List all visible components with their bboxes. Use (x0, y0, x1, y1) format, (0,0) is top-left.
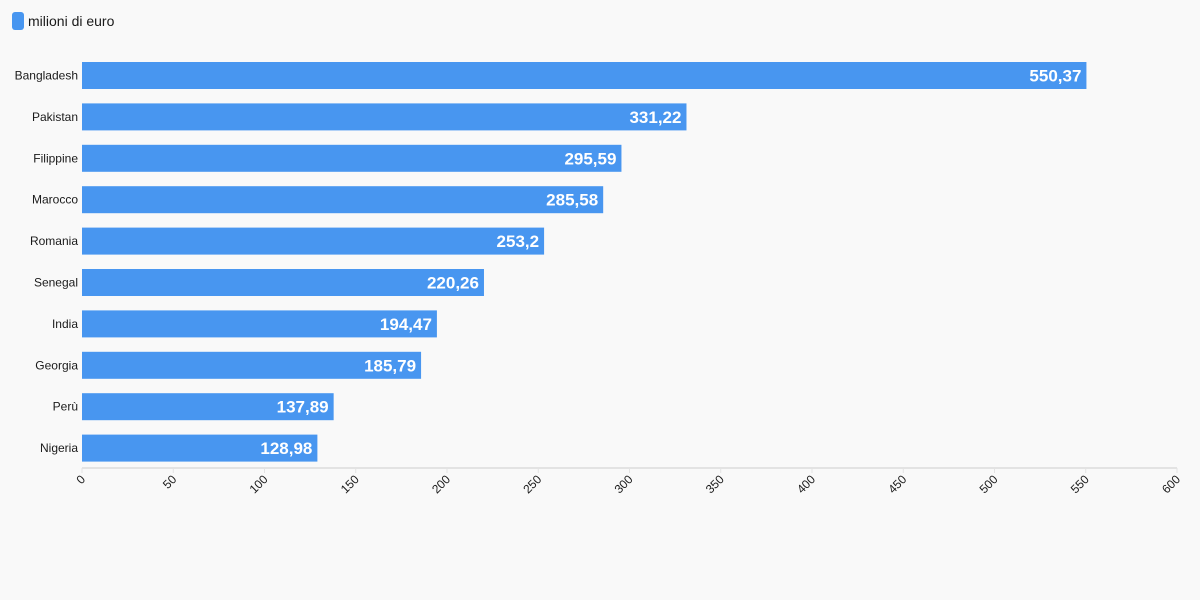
x-tick-label: 400 (794, 472, 818, 496)
category-label: Filippine (33, 151, 78, 165)
legend-label: milioni di euro (28, 13, 115, 29)
bar[interactable] (82, 351, 422, 379)
value-label: 295,59 (564, 149, 616, 168)
legend-swatch (12, 12, 24, 30)
x-tick-label: 600 (1159, 472, 1183, 496)
value-label: 331,22 (629, 108, 681, 127)
bar[interactable] (82, 393, 334, 421)
x-tick-label: 100 (247, 472, 271, 496)
value-label: 550,37 (1029, 67, 1081, 86)
bars: Bangladesh 550,37 Pakistan 331,22 Filippine 2… (15, 62, 1087, 462)
x-tick-label: 300 (612, 472, 636, 496)
bar[interactable] (82, 269, 484, 296)
category-label: Senegal (34, 276, 78, 290)
x-tick-label: 450 (885, 472, 909, 496)
value-label: 285,58 (546, 191, 598, 210)
x-axis: 0 50 100 150 200 250 300 350 400 450 500 550 600 (73, 467, 1183, 496)
value-label: 253,2 (497, 232, 540, 251)
value-label: 194,47 (380, 315, 432, 334)
x-tick-label: 200 (429, 472, 453, 496)
category-label: India (52, 317, 78, 331)
bar[interactable] (82, 434, 318, 462)
bar[interactable] (82, 310, 437, 338)
category-label: Bangladesh (15, 69, 78, 83)
value-label: 220,26 (427, 274, 479, 293)
x-tick-label: 150 (338, 472, 362, 496)
bar[interactable] (82, 186, 604, 214)
x-tick-label: 0 (73, 472, 88, 487)
legend: milioni di euro (12, 12, 114, 30)
bar[interactable] (82, 144, 622, 172)
category-label: Pakistan (32, 110, 78, 124)
bar[interactable] (82, 227, 545, 255)
category-label: Perù (53, 400, 78, 414)
value-label: 128,98 (260, 439, 312, 458)
category-label: Georgia (35, 358, 78, 372)
category-label: Nigeria (40, 441, 78, 455)
bar[interactable] (82, 62, 1087, 89)
x-tick-label: 250 (520, 472, 544, 496)
value-label: 137,89 (277, 398, 329, 417)
x-tick-label: 350 (703, 472, 727, 496)
category-label: Romania (30, 234, 78, 248)
category-label: Marocco (32, 193, 78, 207)
x-tick-label: 500 (977, 472, 1001, 496)
x-tick-label: 50 (160, 472, 180, 492)
x-tick-label: 550 (1068, 472, 1092, 496)
bar[interactable] (82, 103, 687, 131)
value-label: 185,79 (364, 356, 416, 375)
